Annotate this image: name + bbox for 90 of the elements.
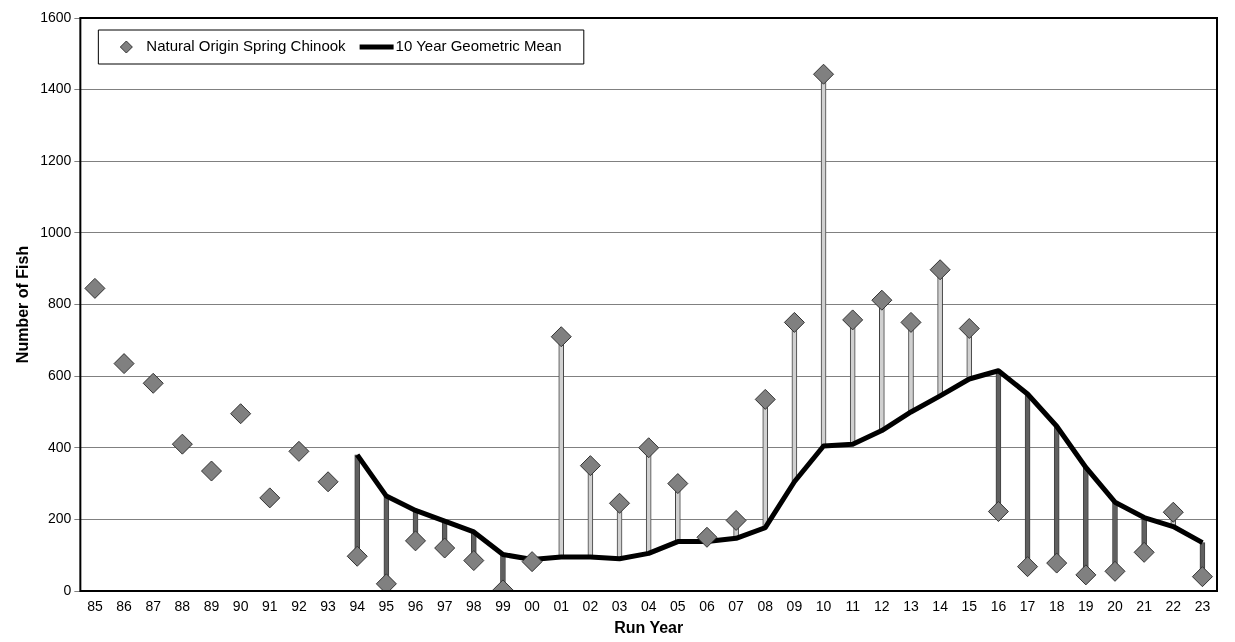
point <box>579 455 601 477</box>
x-tick-label: 06 <box>699 598 715 615</box>
x-tick-label: 05 <box>670 598 686 615</box>
x-tick-label: 18 <box>1048 598 1065 615</box>
x-tick-label: 22 <box>1165 598 1182 615</box>
point <box>550 326 572 348</box>
point <box>113 353 135 375</box>
x-tick-label: 02 <box>582 598 599 615</box>
point <box>842 309 864 331</box>
point <box>1017 556 1039 578</box>
x-tick-label: 19 <box>1078 598 1094 615</box>
y-axis-title: Number of Fish <box>14 245 32 364</box>
point <box>317 471 339 493</box>
point <box>609 492 631 514</box>
point <box>405 530 427 552</box>
x-tick-label: 07 <box>728 598 745 615</box>
point <box>1162 501 1184 523</box>
point <box>230 403 252 425</box>
x-tick-label: 95 <box>378 598 395 615</box>
x-tick-label: 01 <box>553 598 570 615</box>
point <box>346 545 368 567</box>
legend-label: 10 Year Geometric Mean <box>395 37 562 55</box>
y-tick-label: 1400 <box>40 80 72 97</box>
point <box>1104 560 1126 582</box>
x-tick-label: 87 <box>145 598 162 615</box>
x-tick-label: 23 <box>1194 598 1211 615</box>
point <box>958 317 980 339</box>
x-tick-label: 96 <box>407 598 424 615</box>
point <box>1075 564 1097 586</box>
y-tick-label: 0 <box>63 581 72 598</box>
point <box>171 433 193 455</box>
x-tick-label: 09 <box>786 598 803 615</box>
point <box>667 473 689 495</box>
x-tick-label: 17 <box>1019 598 1036 615</box>
x-tick-label: 90 <box>232 598 249 615</box>
x-tick-label: 97 <box>436 598 453 615</box>
x-tick-label: 15 <box>961 598 978 615</box>
x-tick-label: 89 <box>203 598 220 615</box>
legend-label: Natural Origin Spring Chinook <box>146 37 347 55</box>
point <box>638 437 660 459</box>
y-tick-label: 1600 <box>40 8 72 25</box>
x-tick-label: 98 <box>466 598 482 615</box>
point <box>1046 552 1068 574</box>
x-tick-label: 11 <box>845 598 861 615</box>
y-tick-label: 800 <box>47 295 72 312</box>
y-tick-label: 200 <box>47 510 72 527</box>
x-axis-title: Run Year <box>614 618 684 636</box>
x-tick-label: 94 <box>349 598 366 615</box>
point <box>929 259 951 281</box>
point <box>871 289 893 311</box>
point <box>521 551 543 573</box>
x-tick-label: 92 <box>291 598 307 615</box>
point <box>142 372 164 394</box>
point <box>1133 541 1155 563</box>
x-tick-label: 86 <box>116 598 133 615</box>
y-tick-label: 1000 <box>40 223 72 240</box>
point <box>434 537 456 559</box>
point <box>900 311 922 333</box>
x-tick-label: 08 <box>757 598 774 615</box>
point <box>288 440 310 462</box>
x-tick-label: 13 <box>903 598 919 615</box>
x-tick-label: 03 <box>611 598 628 615</box>
x-tick-label: 16 <box>990 598 1007 615</box>
point <box>259 487 281 509</box>
x-tick-label: 20 <box>1107 598 1123 615</box>
x-tick-label: 88 <box>174 598 191 615</box>
x-tick-label: 99 <box>495 598 511 615</box>
x-tick-label: 85 <box>87 598 103 615</box>
point <box>987 501 1009 522</box>
point <box>725 509 747 531</box>
y-tick-label: 1200 <box>40 152 72 169</box>
x-tick-label: 00 <box>524 598 541 615</box>
point <box>1191 566 1213 588</box>
point <box>463 550 485 572</box>
x-tick-label: 04 <box>640 598 657 615</box>
y-tick-label: 400 <box>47 438 72 455</box>
point <box>201 460 222 482</box>
point <box>754 388 776 410</box>
x-tick-label: 91 <box>262 598 278 615</box>
y-tick-label: 600 <box>47 366 72 383</box>
point <box>375 573 397 591</box>
x-tick-label: 14 <box>932 598 949 615</box>
point <box>783 311 805 333</box>
x-tick-label: 21 <box>1136 598 1153 615</box>
x-tick-label: 12 <box>874 598 890 615</box>
point <box>696 526 718 548</box>
x-tick-label: 10 <box>815 598 832 615</box>
x-tick-label: 93 <box>320 598 337 615</box>
point <box>813 63 835 85</box>
point <box>84 277 106 299</box>
